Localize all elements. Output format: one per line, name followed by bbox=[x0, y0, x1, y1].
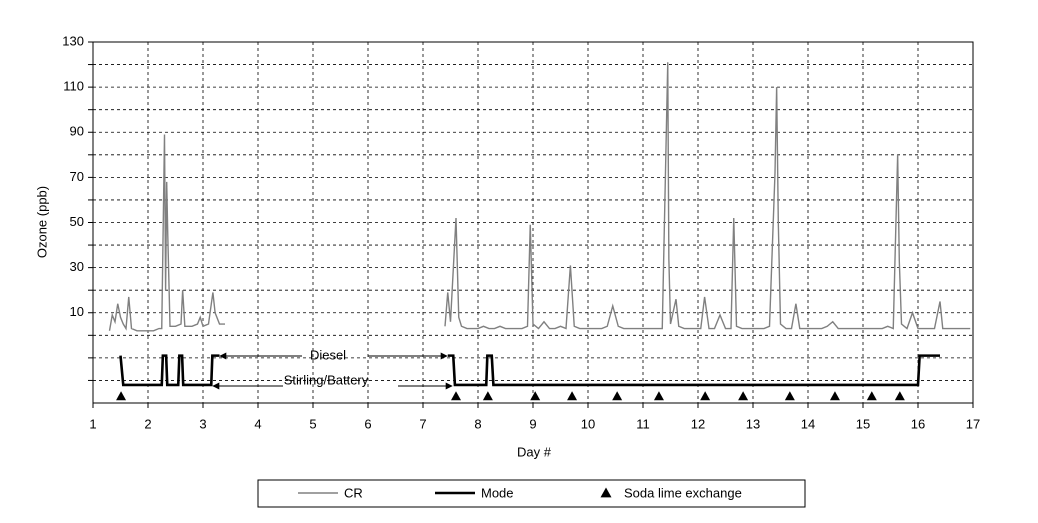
y-tick-label: 110 bbox=[63, 79, 84, 94]
legend-swatch bbox=[600, 487, 612, 498]
annotation: Stirling/Battery bbox=[284, 372, 369, 387]
y-tick-label: 130 bbox=[62, 33, 84, 48]
marker bbox=[482, 391, 493, 401]
marker bbox=[116, 391, 127, 401]
legend-label: Soda lime exchange bbox=[624, 485, 742, 500]
x-tick-label: 9 bbox=[529, 416, 536, 431]
x-tick-label: 2 bbox=[144, 416, 151, 431]
x-tick-label: 12 bbox=[691, 416, 705, 431]
y-tick-label: 90 bbox=[70, 124, 84, 139]
x-tick-label: 5 bbox=[309, 416, 316, 431]
series-line bbox=[108, 62, 971, 332]
marker bbox=[653, 391, 664, 401]
y-tick-label: 50 bbox=[70, 214, 84, 229]
series-line bbox=[119, 354, 940, 387]
legend-label: CR bbox=[344, 485, 363, 500]
marker bbox=[866, 391, 877, 401]
x-tick-label: 7 bbox=[419, 416, 426, 431]
legend bbox=[257, 479, 806, 508]
marker bbox=[829, 391, 840, 401]
x-tick-label: 15 bbox=[856, 416, 870, 431]
x-tick-label: 16 bbox=[911, 416, 925, 431]
x-tick-label: 8 bbox=[474, 416, 481, 431]
legend-label: Mode bbox=[481, 485, 514, 500]
x-tick-label: 3 bbox=[199, 416, 206, 431]
y-axis-label: Ozone (ppb) bbox=[34, 186, 49, 258]
marker bbox=[738, 391, 749, 401]
annotation: Diesel bbox=[310, 347, 346, 362]
marker bbox=[451, 391, 461, 401]
marker bbox=[784, 391, 795, 401]
legend-items: CR Mode Soda lime exchange bbox=[298, 485, 742, 500]
y-tick-label: 70 bbox=[70, 169, 84, 184]
y-tick-label: 30 bbox=[70, 259, 84, 274]
marker bbox=[894, 391, 905, 401]
x-tick-label: 4 bbox=[254, 416, 261, 431]
x-tick-label: 10 bbox=[581, 416, 595, 431]
x-axis-label: Day # bbox=[517, 444, 552, 459]
x-tick-label: 14 bbox=[801, 416, 815, 431]
marker bbox=[700, 391, 711, 401]
marker bbox=[612, 391, 623, 401]
x-tick-label: 1 bbox=[89, 416, 96, 431]
marker bbox=[567, 391, 578, 401]
x-tick-label: 11 bbox=[636, 416, 650, 431]
y-tick-label: 10 bbox=[70, 304, 84, 319]
marker bbox=[530, 391, 541, 401]
x-tick-label: 6 bbox=[364, 416, 371, 431]
x-tick-label: 13 bbox=[746, 416, 760, 431]
x-tick-label: 17 bbox=[966, 416, 980, 431]
